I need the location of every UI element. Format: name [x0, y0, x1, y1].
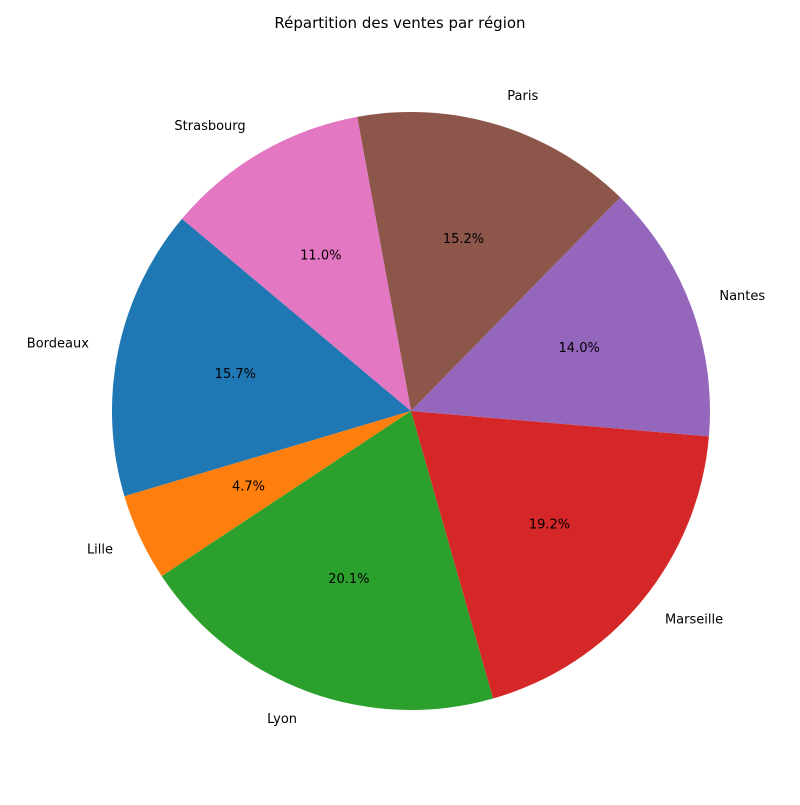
pie-slice-nantes [411, 197, 710, 437]
pie-value-label-lille: 4.7% [232, 479, 265, 494]
pie-slice-marseille [411, 411, 709, 699]
pie-slice-strasbourg [181, 116, 411, 412]
pie-category-label-marseille: Marseille [665, 613, 723, 628]
pie-value-label-nantes: 14.0% [559, 341, 600, 356]
pie-value-label-lyon: 20.1% [328, 572, 369, 587]
pie-category-label-paris: Paris [507, 89, 538, 104]
pie-slice-paris [357, 111, 621, 411]
pie-category-label-lyon: Lyon [267, 712, 297, 727]
pie-category-label-bordeaux: Bordeaux [27, 337, 89, 352]
pie-category-label-strasbourg: Strasbourg [174, 119, 245, 134]
pie-value-label-paris: 15.2% [443, 232, 484, 247]
pie-value-label-strasbourg: 11.0% [300, 248, 341, 263]
chart-title: Répartition des ventes par région [274, 14, 526, 32]
pie-value-label-bordeaux: 15.7% [215, 367, 256, 382]
pie-category-label-lille: Lille [87, 543, 113, 558]
pie-slice-lyon [161, 411, 494, 710]
pie-slice-lille [124, 411, 412, 577]
pie-slice-bordeaux [112, 218, 411, 497]
pie-category-label-nantes: Nantes [719, 289, 765, 304]
pie-value-label-marseille: 19.2% [529, 518, 570, 533]
